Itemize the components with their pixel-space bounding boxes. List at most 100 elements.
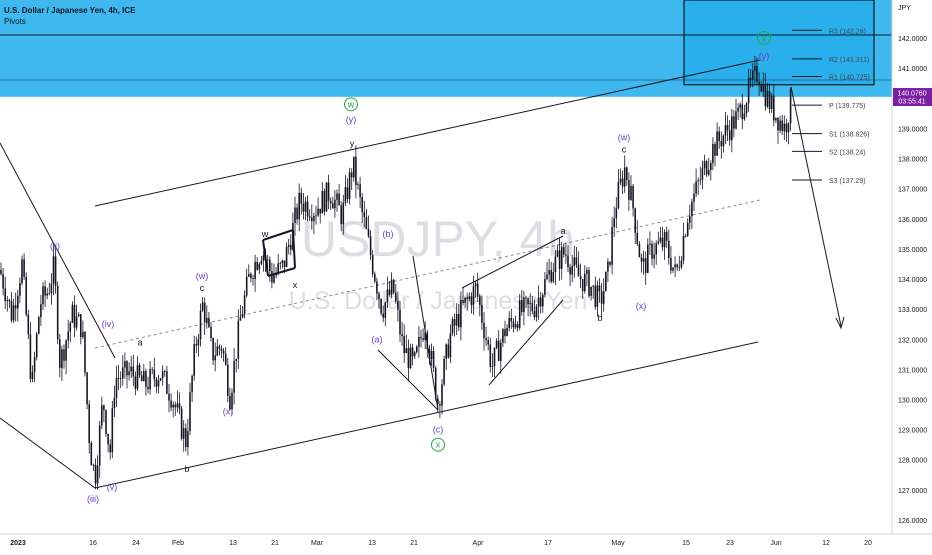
candle-body bbox=[378, 293, 380, 300]
candle-body bbox=[579, 276, 582, 280]
candle-body bbox=[630, 185, 632, 200]
candle-body bbox=[367, 228, 370, 237]
candle-body bbox=[668, 240, 670, 258]
candle-body bbox=[48, 292, 51, 294]
candle-body bbox=[317, 208, 319, 216]
candle-body bbox=[210, 326, 212, 339]
candle-body bbox=[418, 336, 420, 347]
candle-body bbox=[166, 371, 168, 394]
candle-body bbox=[88, 404, 90, 443]
y-axis-currency: JPY bbox=[898, 5, 911, 12]
candle-body bbox=[117, 377, 120, 379]
candle-body bbox=[752, 70, 754, 80]
candle-body bbox=[103, 405, 105, 411]
candle-body bbox=[342, 202, 345, 225]
candle-body bbox=[353, 156, 355, 178]
x-tick-13: 23 bbox=[726, 540, 734, 547]
countdown-value: 03:55:41 bbox=[898, 99, 925, 106]
candle-body bbox=[6, 299, 9, 301]
candle-body bbox=[548, 270, 550, 275]
candle-body bbox=[416, 346, 418, 353]
projection-arrowhead bbox=[835, 316, 845, 330]
candle-body bbox=[584, 273, 586, 292]
candle-body bbox=[101, 405, 103, 426]
candle-body bbox=[216, 346, 219, 356]
candle-body bbox=[94, 464, 97, 484]
candle-body bbox=[332, 203, 334, 209]
candle-body bbox=[724, 125, 727, 136]
candle-body bbox=[344, 187, 347, 203]
candle-body bbox=[371, 255, 374, 274]
candle-body bbox=[586, 270, 588, 274]
wave-label-7: c bbox=[200, 283, 205, 293]
candle-body bbox=[115, 377, 118, 398]
y-axis-panel bbox=[892, 0, 932, 550]
current-price-value: 140.0760 bbox=[897, 91, 926, 98]
candle-body bbox=[8, 299, 11, 302]
candle-body bbox=[273, 275, 275, 283]
candle-body bbox=[514, 324, 517, 328]
candle-body bbox=[96, 465, 99, 484]
candle-body bbox=[327, 182, 330, 201]
a-to-c-line bbox=[377, 349, 439, 411]
candle-body bbox=[785, 123, 788, 133]
y-tick-11: 137.0000 bbox=[898, 187, 927, 194]
x-tick-2: 24 bbox=[132, 540, 140, 547]
candle-body bbox=[615, 208, 618, 219]
candle-body bbox=[451, 319, 454, 334]
candle-body bbox=[340, 205, 342, 225]
candle-body bbox=[443, 358, 445, 385]
candle-body bbox=[424, 332, 426, 340]
candle-body bbox=[592, 285, 594, 287]
candle-body bbox=[182, 428, 185, 439]
candle-body bbox=[130, 366, 132, 372]
candle-body bbox=[491, 366, 494, 367]
candle-body bbox=[464, 297, 466, 303]
candle-body bbox=[420, 336, 422, 339]
candle-body bbox=[269, 259, 271, 272]
candle-body bbox=[674, 264, 676, 268]
y-tick-10: 136.0000 bbox=[898, 217, 927, 224]
candle-body bbox=[220, 348, 223, 351]
candle-body bbox=[598, 285, 601, 292]
candle-body bbox=[741, 104, 744, 120]
candle-body bbox=[319, 208, 321, 214]
candle-body bbox=[31, 371, 34, 380]
candle-body bbox=[468, 296, 471, 300]
candle-body bbox=[605, 271, 607, 292]
candle-body bbox=[577, 264, 580, 277]
candle-body bbox=[134, 376, 137, 389]
wave-label-19: b bbox=[597, 313, 602, 323]
candle-body bbox=[296, 207, 298, 220]
candle-body bbox=[623, 167, 626, 187]
candle-body bbox=[338, 193, 340, 206]
candle-body bbox=[365, 217, 368, 229]
candle-body bbox=[42, 286, 44, 305]
candle-body bbox=[395, 292, 397, 302]
candle-body bbox=[432, 350, 435, 368]
candle-body bbox=[287, 244, 290, 247]
candle-body bbox=[508, 317, 510, 329]
triangle-top bbox=[262, 229, 294, 241]
x-tick-6: Mar bbox=[311, 540, 324, 547]
wave-label-13: y bbox=[350, 139, 355, 149]
candle-body bbox=[71, 304, 74, 323]
x-tick-7: 13 bbox=[368, 540, 376, 547]
candle-body bbox=[10, 301, 13, 321]
candle-body bbox=[762, 84, 765, 92]
candle-body bbox=[159, 378, 162, 381]
candle-body bbox=[665, 232, 668, 241]
x-tick-4: 13 bbox=[229, 540, 237, 547]
candle-body bbox=[235, 358, 237, 361]
wave-label-21: c bbox=[622, 145, 627, 155]
wave-label-22: (x) bbox=[636, 301, 647, 311]
candle-body bbox=[119, 378, 122, 379]
candle-body bbox=[65, 340, 67, 361]
wave-iii-line bbox=[0, 417, 96, 489]
candle-body bbox=[348, 172, 351, 199]
candle-body bbox=[644, 258, 647, 273]
watermark-symbol: USDJPY, 4h bbox=[301, 211, 575, 267]
candle-body bbox=[401, 334, 403, 337]
